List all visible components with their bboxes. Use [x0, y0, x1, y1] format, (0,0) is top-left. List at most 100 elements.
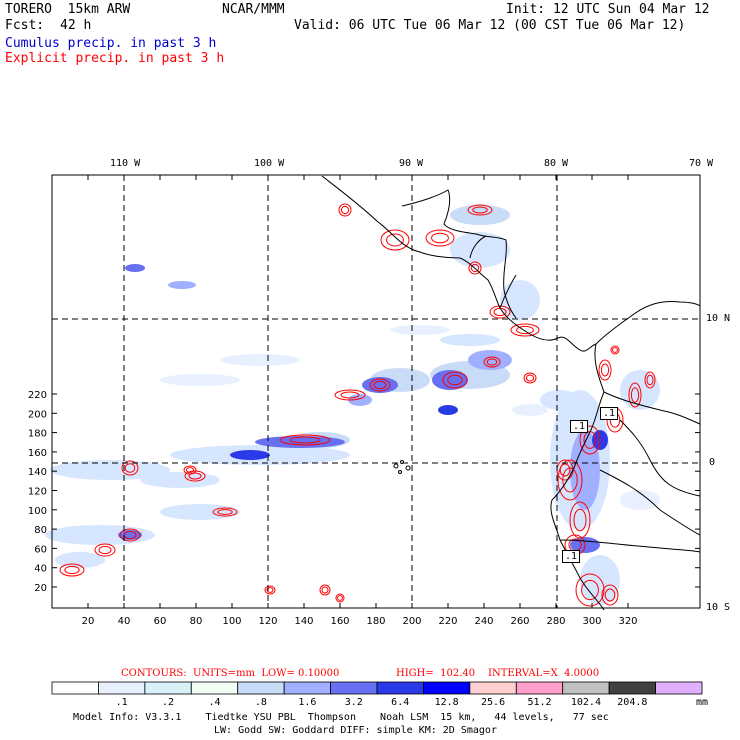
precip-cell — [512, 404, 548, 416]
lon-label-110w: 110 W — [110, 158, 141, 169]
colorbar-label: .4 — [208, 697, 221, 708]
coastline-south-america — [550, 343, 605, 611]
colorbar-swatch — [608, 681, 656, 695]
colorbar-swatch — [190, 681, 239, 695]
contour-ring — [467, 204, 493, 216]
x-tick-label: 40 — [118, 616, 131, 627]
colorbar-swatch — [423, 681, 471, 695]
precip-cell — [168, 281, 196, 289]
colorbar-label: 1.6 — [298, 697, 317, 708]
precip-cell — [570, 430, 600, 510]
contour-ring — [431, 232, 449, 244]
lon-label-80w: 80 W — [544, 158, 569, 169]
precip-cell — [220, 354, 300, 366]
contour-ring — [380, 229, 410, 251]
contour-ring — [601, 584, 619, 606]
lat-label-0: 0 — [709, 457, 716, 468]
contour-ring — [184, 470, 206, 482]
contour-ring — [373, 380, 387, 390]
lon-label-90w: 90 W — [399, 158, 424, 169]
precip-shading — [45, 205, 660, 605]
y-tick-label: 220 — [28, 390, 47, 401]
precip-cell — [440, 334, 500, 346]
colorbar-label: 25.6 — [481, 697, 506, 708]
country-border — [499, 274, 517, 309]
coastline-yucatan — [401, 189, 517, 319]
colorbar-label: 51.2 — [527, 697, 552, 708]
contour-ring — [559, 463, 571, 477]
precip-cell — [50, 460, 170, 480]
axis-ticks — [52, 175, 700, 608]
init-time: Init: 12 UTC Sun 04 Mar 12 — [506, 2, 710, 17]
country-border — [559, 539, 701, 553]
colorbar-swatch — [376, 681, 424, 695]
point-label: .1 — [600, 407, 619, 420]
contour-ring — [644, 371, 656, 389]
contour-ring — [447, 374, 463, 386]
precip-cell — [500, 280, 540, 320]
y-tick-label: 140 — [28, 467, 47, 478]
x-tick-label: 140 — [294, 616, 313, 627]
y-tick-label: 80 — [34, 525, 47, 536]
forecast-label: Fcst: — [5, 18, 45, 33]
contour-ring — [425, 229, 455, 247]
precip-cell — [540, 390, 580, 410]
colorbar-swatch — [655, 681, 703, 695]
colorbar-swatch — [98, 681, 146, 695]
physics-info: LW: Godd SW: Goddard DIFF: simple KM: 2D… — [214, 725, 497, 736]
precip-cell — [255, 436, 345, 448]
contour-interval: INTERVAL=X 4.0000 — [488, 668, 600, 679]
precip-cell — [620, 490, 660, 510]
coastline-caribbean — [595, 301, 701, 345]
precip-cell — [432, 370, 468, 390]
country-border — [619, 419, 701, 497]
colorbar-label: 204.8 — [617, 697, 648, 708]
contour-ring — [516, 325, 534, 335]
precip-cell — [362, 377, 398, 393]
colorbar-label: 12.8 — [434, 697, 459, 708]
precip-cell — [438, 405, 458, 415]
lat-label-10n: 10 N — [706, 313, 731, 324]
contour-ring — [510, 323, 540, 337]
colorbar-label: 3.2 — [344, 697, 363, 708]
contour-ring — [121, 460, 139, 476]
contour-ring — [64, 565, 80, 575]
contour-ring — [279, 434, 331, 446]
x-tick-label: 220 — [438, 616, 457, 627]
x-tick-label: 300 — [582, 616, 601, 627]
lon-label-100w: 100 W — [254, 158, 285, 169]
contour-ring — [612, 347, 618, 353]
coastline-central-america — [321, 175, 597, 352]
org-label: NCAR/MMM — [222, 2, 285, 17]
x-tick-label: 120 — [258, 616, 277, 627]
colorbar-swatch — [562, 681, 610, 695]
contour-ring — [334, 389, 366, 401]
contour-ring — [630, 387, 640, 403]
contour-ring — [289, 436, 321, 444]
contour-units: CONTOURS: UNITS=mm LOW= 0.10000 — [121, 668, 340, 679]
coastlines — [321, 175, 701, 611]
y-tick-label: 160 — [28, 448, 47, 459]
colorbar-label: .2 — [162, 697, 175, 708]
contour-ring — [486, 358, 498, 366]
precip-cell — [450, 232, 510, 268]
contour-ring — [319, 584, 331, 596]
y-tick-label: 200 — [28, 409, 47, 420]
contour-ring — [183, 465, 197, 475]
contour-ring — [600, 363, 610, 377]
colorbar-swatch — [51, 681, 99, 695]
contour-ring — [337, 595, 343, 601]
country-border — [469, 235, 487, 259]
x-tick-label: 240 — [474, 616, 493, 627]
y-tick-label: 100 — [28, 506, 47, 517]
axis-labels: 20 40 60 80 100 120 140 160 180 200 220 20 40 60 80 100… — [28, 390, 638, 627]
contour-ring — [188, 472, 202, 480]
lat-label-10s: 10 S — [706, 602, 731, 613]
y-tick-label: 60 — [34, 544, 47, 555]
point-label: .1 — [570, 420, 589, 433]
contour-ring — [569, 501, 591, 539]
contour-ring — [340, 205, 350, 215]
contour-ring — [369, 378, 391, 392]
contour-ring — [523, 372, 537, 384]
